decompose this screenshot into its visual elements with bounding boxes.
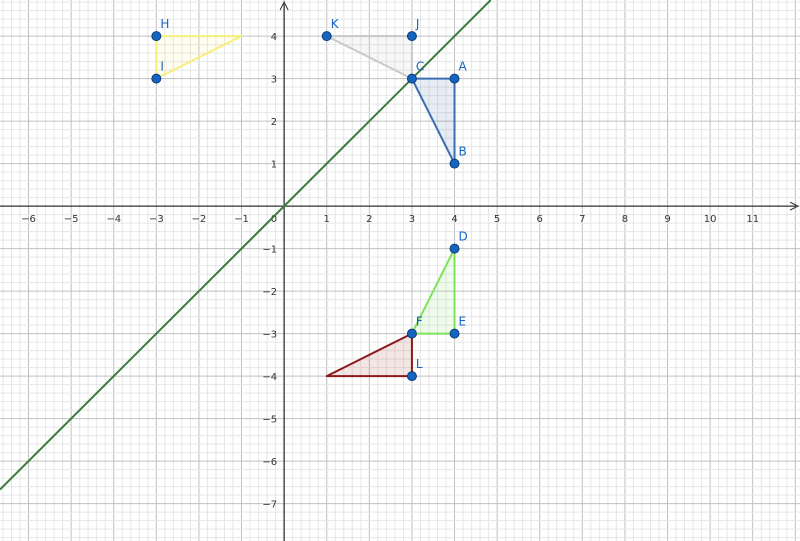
point-label-J: J — [415, 17, 420, 31]
x-tick-label: −4 — [106, 214, 121, 225]
triangle — [410, 247, 456, 335]
x-tick-label: −5 — [64, 214, 79, 225]
y-tick-label: 1 — [271, 160, 277, 171]
x-tick-label: 2 — [366, 214, 372, 225]
point-label-A: A — [459, 60, 468, 74]
x-tick-label: 8 — [622, 214, 628, 225]
y-tick-label: −7 — [262, 500, 277, 511]
point-E[interactable] — [449, 328, 460, 339]
triangle — [325, 35, 413, 80]
x-tick-label: 9 — [664, 214, 670, 225]
point-I[interactable] — [151, 73, 162, 84]
point-F[interactable] — [406, 328, 417, 339]
x-axis-arrow-icon — [789, 201, 800, 211]
point-label-E: E — [459, 315, 467, 329]
x-tick-label: −2 — [192, 214, 207, 225]
point-K[interactable] — [321, 31, 332, 42]
point-label-K: K — [331, 17, 340, 31]
y-tick-label: 2 — [271, 117, 277, 128]
y-tick-label: −5 — [262, 415, 277, 426]
x-tick-label: 1 — [324, 214, 330, 225]
x-tick-label: 3 — [409, 214, 415, 225]
y-tick-label: −6 — [262, 457, 277, 468]
y-tick-label: −1 — [262, 245, 277, 256]
point-H[interactable] — [151, 31, 162, 42]
point-J[interactable] — [406, 31, 417, 42]
point-label-H: H — [160, 17, 169, 31]
point-label-I: I — [160, 60, 164, 74]
y-tick-label: 4 — [271, 32, 277, 43]
point-label-C: C — [416, 60, 424, 74]
point-label-L: L — [416, 357, 423, 371]
triangle — [410, 77, 456, 165]
point-label-D: D — [459, 230, 468, 244]
point-D[interactable] — [449, 243, 460, 254]
x-tick-label: −3 — [149, 214, 164, 225]
x-tick-label: −6 — [21, 214, 36, 225]
y-tick-label: −4 — [262, 372, 277, 383]
triangle — [325, 332, 413, 378]
point-B[interactable] — [449, 158, 460, 169]
point-C[interactable] — [406, 73, 417, 84]
point-label-B: B — [459, 145, 467, 159]
x-tick-label: 5 — [494, 214, 500, 225]
y-tick-label: 3 — [271, 75, 277, 86]
x-tick-label: 11 — [746, 214, 759, 225]
y-axis-arrow-icon — [279, 0, 289, 11]
point-L[interactable] — [406, 371, 417, 382]
x-tick-label: 4 — [451, 214, 457, 225]
point-A[interactable] — [449, 73, 460, 84]
x-tick-label: 6 — [537, 214, 543, 225]
x-tick-label: 7 — [579, 214, 585, 225]
origin-label: 0 — [271, 214, 277, 225]
x-tick-label: −1 — [234, 214, 249, 225]
point-label-F: F — [416, 315, 423, 329]
y-tick-label: −3 — [262, 330, 277, 341]
triangle — [155, 35, 243, 80]
x-tick-label: 10 — [704, 214, 717, 225]
y-tick-label: −2 — [262, 287, 277, 298]
